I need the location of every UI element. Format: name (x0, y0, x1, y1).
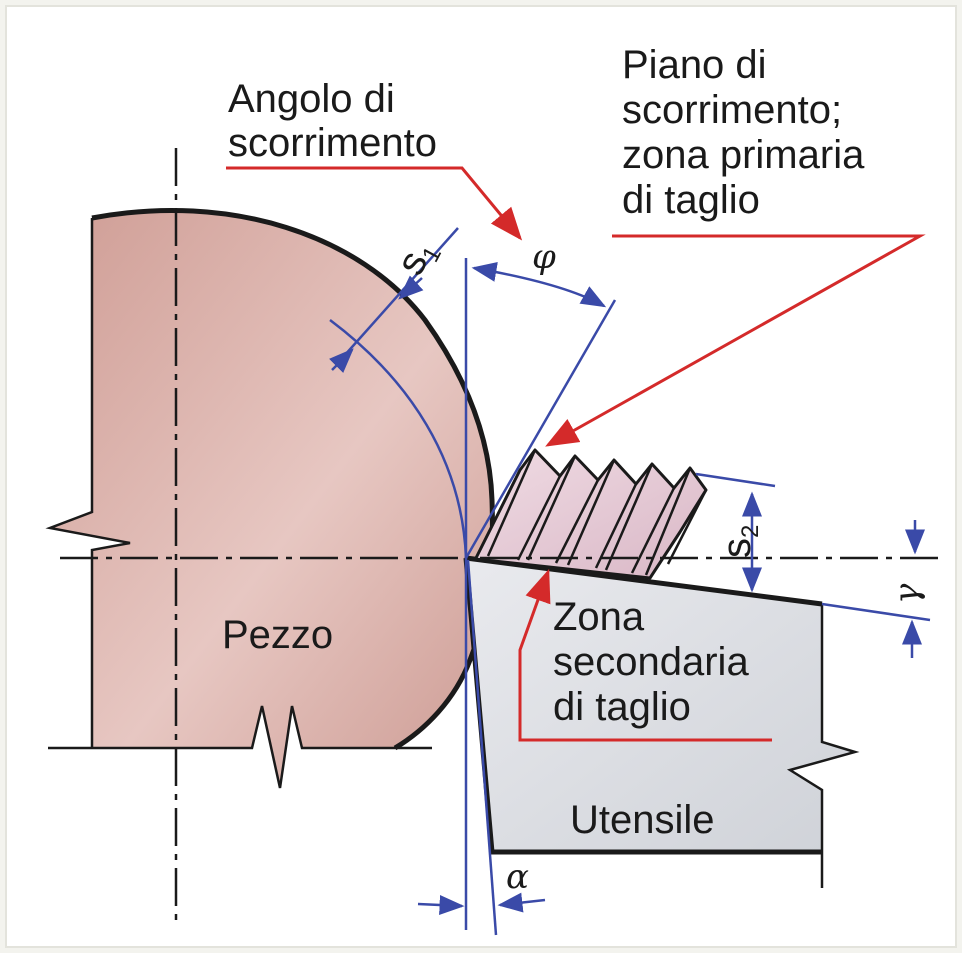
leader-angolo (226, 166, 523, 241)
symbol-gamma-group: γ (887, 583, 927, 604)
label-piano-line4: di taglio (622, 178, 760, 222)
uncut-surface-arc (329, 319, 468, 559)
label-utensile: Utensile (570, 798, 715, 842)
symbol-gamma: γ (887, 583, 927, 604)
leader-lines (226, 166, 926, 742)
alpha-dimension-right (497, 892, 546, 913)
symbol-s2-letter: s (715, 538, 759, 558)
chip-lamellae (486, 449, 708, 576)
label-piano-line1: Piano di (622, 43, 767, 87)
shear-plane-line (464, 299, 617, 559)
workpiece-body (50, 210, 493, 788)
alpha-dimension-left (417, 894, 465, 915)
tool-extension-line (821, 602, 931, 622)
symbol-s2-sub: 2 (737, 525, 764, 538)
symbol-s2: s2 (715, 525, 764, 558)
leader-piano (545, 234, 926, 447)
tool-break-right (786, 604, 860, 888)
workpiece-break-bottom (48, 705, 432, 789)
workpiece-break-left (45, 218, 131, 748)
phi-angle-arc (471, 262, 607, 308)
chip-thickness-ext (695, 472, 776, 488)
label-zona-line1: Zona (553, 595, 645, 639)
dimension-arrows (329, 262, 925, 915)
symbol-s2-group: s2 (715, 525, 764, 558)
label-pezzo: Pezzo (222, 613, 333, 657)
label-piano-line3: zona primaria (622, 133, 865, 177)
s1-dimension-lower (329, 348, 354, 373)
symbol-phi: φ (532, 237, 556, 277)
label-piano-line2: scorrimento; (622, 88, 842, 132)
flank-ext-line (466, 559, 498, 936)
s1-dimension (398, 275, 424, 300)
label-angolo-line1: Angolo di (228, 77, 395, 121)
label-angolo-line2: scorrimento (228, 121, 437, 165)
blue-construction (329, 227, 931, 936)
label-zona-line3: di taglio (553, 685, 691, 729)
symbol-alpha: α (506, 857, 529, 897)
leader-zona-secondaria (518, 568, 772, 742)
label-zona-line2: secondaria (553, 640, 749, 684)
tool-body (466, 558, 855, 852)
